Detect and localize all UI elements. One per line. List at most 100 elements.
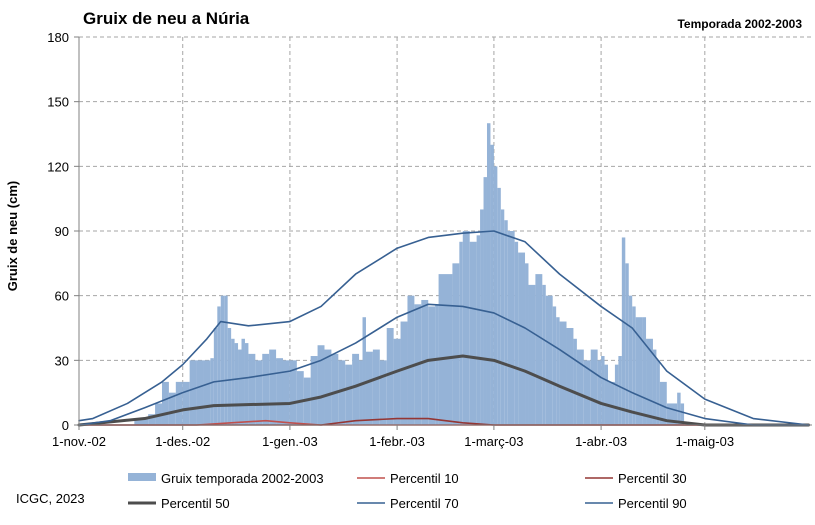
bar (217, 306, 221, 425)
bar (573, 338, 577, 425)
y-tick-labels: 0 30 60 90 120 150 180 (47, 30, 69, 433)
bar (161, 381, 169, 425)
legend-label: Gruix temporada 2002-2003 (161, 471, 324, 486)
x-tick-label: 1-abr.-03 (575, 434, 627, 449)
bar (244, 343, 249, 425)
y-tick-label: 180 (47, 30, 69, 45)
bar (590, 349, 598, 425)
bar (310, 356, 318, 425)
bar (504, 220, 508, 425)
x-tick-label: 1-gen.-03 (262, 434, 318, 449)
bar (490, 144, 494, 425)
bar (227, 328, 232, 425)
bar (507, 231, 515, 425)
bar (445, 274, 453, 425)
credit-text: ICGC, 2023 (16, 491, 85, 506)
bar (238, 349, 242, 425)
x-tick-label: 1-març-03 (464, 434, 523, 449)
bar (210, 358, 214, 425)
bar (556, 317, 560, 425)
bar (168, 392, 176, 425)
bar (601, 356, 605, 425)
bar (317, 345, 325, 425)
legend: Gruix temporada 2002-2003 Percentil 10 Per… (128, 471, 687, 511)
bar (289, 360, 297, 425)
bar (514, 241, 519, 425)
bar (476, 235, 481, 425)
x-tick-label: 1-des.-02 (155, 434, 210, 449)
bar (614, 364, 619, 425)
bar (677, 392, 681, 425)
bar (379, 360, 387, 425)
bar (175, 381, 183, 425)
bar (400, 321, 408, 425)
bar (525, 263, 529, 425)
y-tick-label: 90 (55, 224, 69, 239)
bar (134, 418, 149, 425)
x-tick-labels: 1-nov.-02 1-des.-02 1-gen.-03 1-febr.-03 1-m… (52, 434, 734, 449)
legend-label: Percentil 10 (390, 471, 459, 486)
bar (628, 295, 633, 425)
bar (269, 349, 277, 425)
bar (435, 304, 439, 425)
bar (632, 306, 636, 425)
x-tick-label: 1-maig-03 (676, 434, 735, 449)
bar (635, 317, 643, 425)
bar (452, 263, 460, 425)
series-line (78, 303, 810, 426)
bar (486, 123, 491, 425)
y-tick-label: 30 (55, 353, 69, 368)
bar (438, 274, 446, 425)
bar (608, 381, 615, 425)
bar (618, 356, 622, 425)
bar (642, 317, 647, 425)
chart-title: Gruix de neu a Núria (83, 9, 250, 28)
bar (518, 252, 526, 425)
bar (652, 349, 657, 425)
x-tick-label: 1-nov.-02 (52, 434, 106, 449)
bar (542, 284, 546, 425)
bar (428, 306, 436, 425)
series-line (77, 354, 811, 427)
axes (74, 36, 812, 430)
bar (483, 177, 487, 425)
bar (182, 381, 190, 425)
bar (220, 295, 225, 425)
bar (189, 360, 197, 425)
bar (583, 360, 591, 425)
legend-label: Percentil 90 (618, 496, 687, 511)
bar (231, 338, 235, 425)
bar (459, 241, 463, 425)
legend-label: Percentil 30 (618, 471, 687, 486)
bar (576, 349, 584, 425)
bar (196, 360, 204, 425)
y-tick-label: 0 (62, 418, 69, 433)
bar (497, 187, 501, 425)
bar (528, 284, 536, 425)
series-line (78, 230, 810, 426)
legend-label: Percentil 50 (161, 496, 230, 511)
bar (545, 295, 553, 425)
bar (656, 360, 660, 425)
bar (224, 295, 228, 425)
bar (680, 403, 685, 425)
bar (324, 349, 332, 425)
y-tick-label: 120 (47, 159, 69, 174)
bar (352, 353, 360, 425)
bar (213, 328, 218, 425)
bar (241, 338, 245, 425)
x-tick-label: 1-febr.-03 (369, 434, 425, 449)
bar (262, 353, 270, 425)
bar (203, 360, 211, 425)
bar-series (134, 123, 685, 426)
bar (493, 166, 498, 426)
bar (566, 328, 574, 425)
bar (625, 263, 629, 425)
bar (646, 338, 653, 425)
chart-subtitle: Temporada 2002-2003 (677, 17, 802, 31)
bar (552, 306, 557, 425)
legend-swatch (128, 473, 156, 481)
bar (359, 360, 363, 425)
bar (365, 351, 373, 425)
